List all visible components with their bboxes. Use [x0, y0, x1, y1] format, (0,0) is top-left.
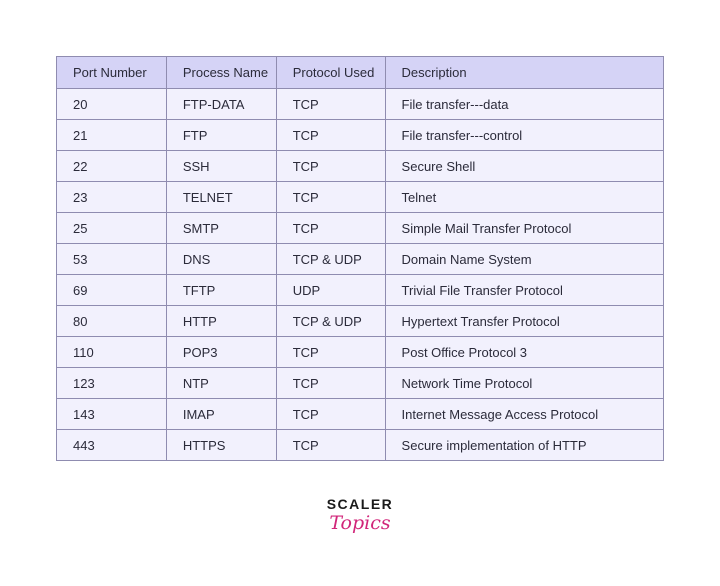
- table-cell: TCP: [275, 88, 386, 120]
- table-cell: 69: [56, 274, 167, 306]
- table-cell: TCP: [275, 119, 386, 151]
- table-cell: 25: [56, 212, 167, 244]
- table-cell: Secure Shell: [384, 150, 665, 182]
- table-cell: TFTP: [165, 274, 277, 306]
- table-cell: TCP: [275, 212, 386, 244]
- table-cell: Simple Mail Transfer Protocol: [384, 212, 665, 244]
- ports-table: Port Number Process Name Protocol Used Desc…: [56, 56, 665, 461]
- table-cell: 123: [56, 367, 167, 399]
- table-cell: 53: [56, 243, 167, 275]
- table-cell: HTTP: [165, 305, 277, 337]
- table-cell: UDP: [275, 274, 386, 306]
- table-cell: TCP: [275, 367, 386, 399]
- table-cell: 20: [56, 88, 167, 120]
- table-cell: 80: [56, 305, 167, 337]
- logo-brand: SCALER: [326, 496, 394, 512]
- table-cell: 23: [56, 181, 167, 213]
- table-row: 110 POP3 TCP Post Office Protocol 3: [56, 336, 665, 368]
- table-cell: DNS: [165, 243, 277, 275]
- table-cell: 22: [56, 150, 167, 182]
- table-row: 80 HTTP TCP & UDP Hypertext Transfer Protoc…: [56, 305, 665, 337]
- table-cell: Trivial File Transfer Protocol: [384, 274, 665, 306]
- header-cell: Process Name: [165, 56, 277, 89]
- table-cell: Hypertext Transfer Protocol: [384, 305, 665, 337]
- header-cell: Protocol Used: [275, 56, 386, 89]
- table-cell: TCP & UDP: [275, 305, 386, 337]
- table-cell: HTTPS: [165, 429, 277, 461]
- table-cell: 21: [56, 119, 167, 151]
- table-cell: Network Time Protocol: [384, 367, 665, 399]
- table-cell: SMTP: [165, 212, 277, 244]
- table-cell: Internet Message Access Protocol: [384, 398, 665, 430]
- table-row: 69 TFTP UDP Trivial File Transfer Protocol: [56, 274, 665, 306]
- table-cell: Telnet: [384, 181, 665, 213]
- table-cell: 443: [56, 429, 167, 461]
- table-cell: Domain Name System: [384, 243, 665, 275]
- table-cell: Secure implementation of HTTP: [384, 429, 665, 461]
- table-row: 443 HTTPS TCP Secure implementation of HTTP: [56, 429, 665, 461]
- table-cell: SSH: [165, 150, 277, 182]
- table-row: 25 SMTP TCP Simple Mail Transfer Protocol: [56, 212, 665, 244]
- table-cell: Post Office Protocol 3: [384, 336, 665, 368]
- table-cell: TCP: [275, 150, 386, 182]
- table-row: 143 IMAP TCP Internet Message Access Protoc…: [56, 398, 665, 430]
- header-row: Port Number Process Name Protocol Used Desc…: [56, 56, 665, 89]
- table-cell: TCP: [275, 429, 386, 461]
- table-row: 21 FTP TCP File transfer---control: [56, 119, 665, 151]
- logo-product: Topics: [329, 512, 391, 534]
- table-row: 53 DNS TCP & UDP Domain Name System: [56, 243, 665, 275]
- table-cell: POP3: [165, 336, 277, 368]
- table-row: 23 TELNET TCP Telnet: [56, 181, 665, 213]
- table-cell: NTP: [165, 367, 277, 399]
- table-cell: TCP & UDP: [275, 243, 386, 275]
- table-cell: TELNET: [165, 181, 277, 213]
- table-cell: 110: [56, 336, 167, 368]
- table-row: 123 NTP TCP Network Time Protocol: [56, 367, 665, 399]
- table-cell: File transfer---control: [384, 119, 665, 151]
- table-body: 20 FTP-DATA TCP File transfer---data 21 FTP TC…: [56, 88, 665, 461]
- table-cell: TCP: [275, 336, 386, 368]
- table-cell: File transfer---data: [384, 88, 665, 120]
- header-cell: Description: [384, 56, 665, 89]
- table-cell: TCP: [275, 181, 386, 213]
- table-cell: IMAP: [165, 398, 277, 430]
- table-row: 22 SSH TCP Secure Shell: [56, 150, 665, 182]
- header-cell: Port Number: [56, 56, 167, 89]
- table-cell: 143: [56, 398, 167, 430]
- table-cell: FTP-DATA: [165, 88, 277, 120]
- table-cell: TCP: [275, 398, 386, 430]
- table-cell: FTP: [165, 119, 277, 151]
- table-row: 20 FTP-DATA TCP File transfer---data: [56, 88, 665, 120]
